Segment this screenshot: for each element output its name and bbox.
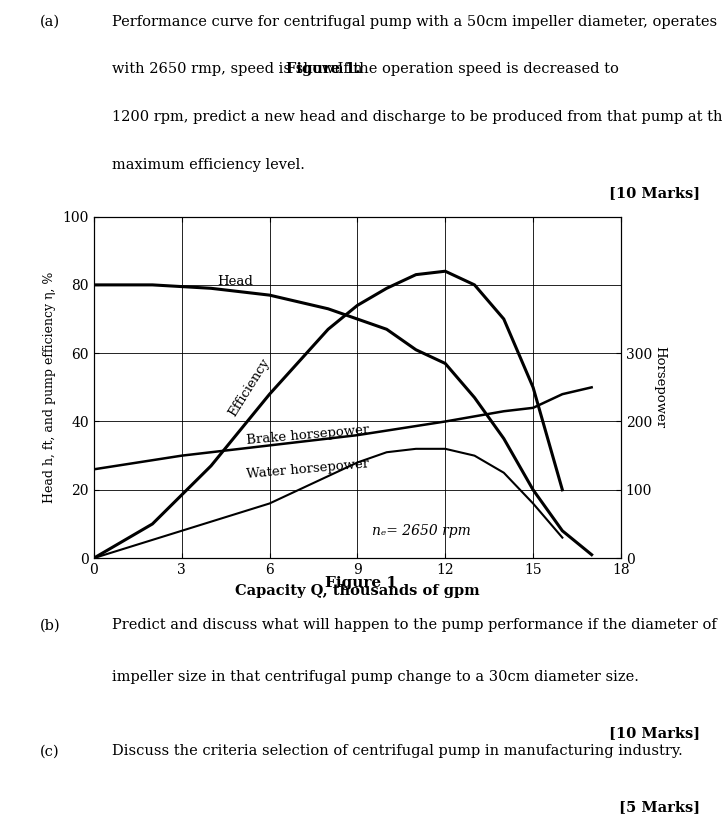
Text: 1200 rpm, predict a new head and discharge to be produced from that pump at the: 1200 rpm, predict a new head and dischar… [112,110,722,124]
X-axis label: Capacity Q, thousands of gpm: Capacity Q, thousands of gpm [235,584,479,598]
Text: Water horsepower: Water horsepower [246,457,370,481]
Text: nₑ= 2650 rpm: nₑ= 2650 rpm [372,524,471,537]
Text: Figure 1: Figure 1 [325,576,397,590]
Text: Predict and discuss what will happen to the pump performance if the diameter of: Predict and discuss what will happen to … [112,618,717,632]
Text: [10 Marks]: [10 Marks] [609,186,700,200]
Text: impeller size in that centrifugal pump change to a 30cm diameter size.: impeller size in that centrifugal pump c… [112,670,639,684]
Text: Efficiency: Efficiency [226,356,272,419]
Text: maximum efficiency level.: maximum efficiency level. [112,158,305,172]
Text: Head: Head [217,275,253,288]
Text: (c): (c) [40,745,59,758]
Text: with 2650 rmp, speed is shown in: with 2650 rmp, speed is shown in [112,62,367,77]
Y-axis label: Head h, ft, and pump efficiency η, %: Head h, ft, and pump efficiency η, % [43,272,56,503]
Text: Discuss the criteria selection of centrifugal pump in manufacturing industry.: Discuss the criteria selection of centri… [112,745,683,758]
Text: (b): (b) [40,618,61,632]
Text: (a): (a) [40,15,60,28]
Y-axis label: Horsepower: Horsepower [653,347,666,428]
Text: If the operation speed is decreased to: If the operation speed is decreased to [334,62,619,77]
Text: [5 Marks]: [5 Marks] [619,801,700,815]
Text: Figure 1.: Figure 1. [286,62,360,77]
Text: [10 Marks]: [10 Marks] [609,726,700,740]
Text: Performance curve for centrifugal pump with a 50cm impeller diameter, operates: Performance curve for centrifugal pump w… [112,15,717,28]
Text: Brake horsepower: Brake horsepower [246,423,370,447]
